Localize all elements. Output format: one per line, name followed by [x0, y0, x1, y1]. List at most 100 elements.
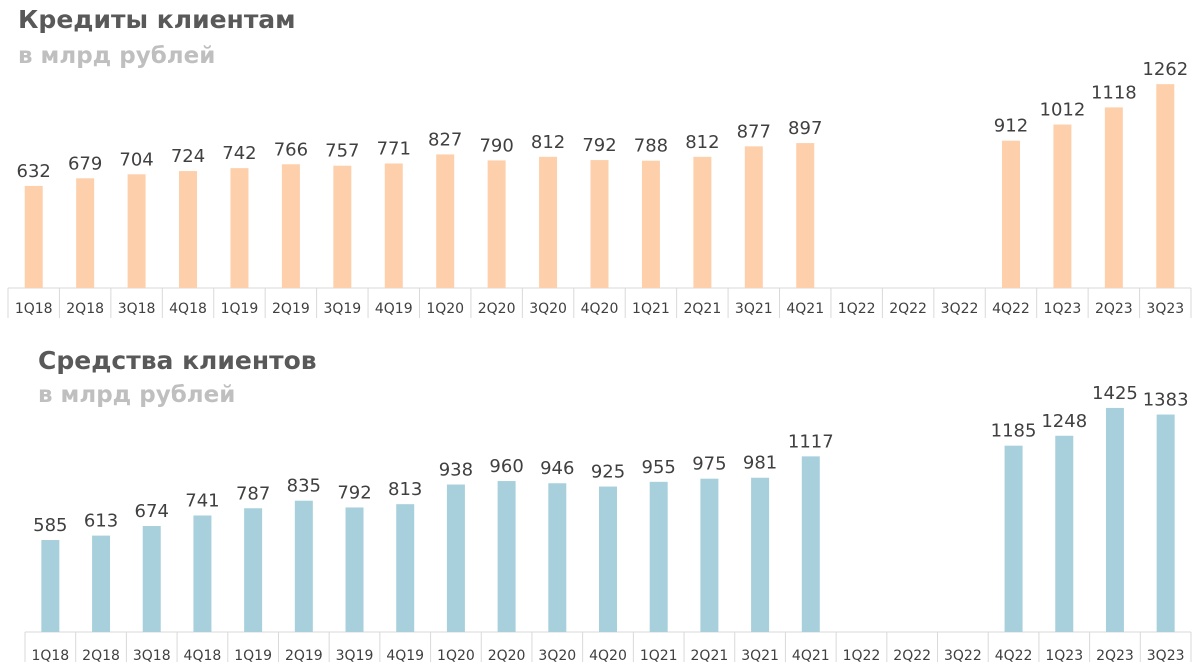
tick-label-1Q19: 1Q19: [234, 648, 272, 664]
tick-label-3Q18: 3Q18: [133, 648, 171, 664]
tick-label-2Q22: 2Q22: [889, 301, 927, 317]
tick-label-1Q20: 1Q20: [426, 301, 464, 317]
bar-2Q20: [497, 481, 516, 632]
tick-label-3Q21: 3Q21: [741, 648, 779, 664]
tick-label-2Q21: 2Q21: [683, 301, 721, 317]
tick-label-1Q22: 1Q22: [838, 301, 876, 317]
bar-2Q18: [92, 535, 111, 632]
data-label-1Q20: 827: [428, 129, 462, 150]
tick-label-2Q18: 2Q18: [82, 648, 120, 664]
bar-4Q18: [179, 171, 198, 288]
bar-2Q21: [693, 156, 712, 288]
tick-label-2Q21: 2Q21: [691, 648, 729, 664]
bar-4Q19: [384, 163, 403, 288]
data-label-4Q20: 792: [582, 135, 616, 156]
data-label-3Q23: 1383: [1143, 390, 1189, 411]
bar-3Q23: [1156, 84, 1175, 288]
chart-1-title: Кредиты клиентам: [18, 5, 296, 34]
bar-1Q21: [641, 160, 660, 288]
tick-label-1Q20: 1Q20: [437, 648, 475, 664]
bar-2Q18: [76, 178, 95, 288]
tick-label-2Q20: 2Q20: [488, 648, 526, 664]
data-label-2Q20: 960: [489, 456, 523, 477]
tick-label-2Q19: 2Q19: [272, 301, 310, 317]
bar-1Q18: [41, 540, 60, 632]
tick-label-4Q19: 4Q19: [386, 648, 424, 664]
data-label-1Q23: 1012: [1040, 100, 1086, 121]
data-label-3Q20: 946: [540, 458, 574, 479]
data-label-4Q19: 813: [388, 479, 422, 500]
data-label-4Q20: 925: [591, 462, 625, 483]
data-label-2Q18: 679: [68, 153, 102, 174]
bar-4Q21: [796, 143, 815, 288]
bar-1Q20: [446, 484, 465, 632]
data-label-1Q23: 1248: [1041, 411, 1087, 432]
bar-1Q20: [436, 154, 455, 288]
data-label-2Q20: 790: [479, 135, 513, 156]
bar-1Q18: [24, 185, 43, 288]
tick-label-4Q20: 4Q20: [581, 301, 619, 317]
tick-label-4Q20: 4Q20: [589, 648, 627, 664]
bar-4Q22: [1004, 445, 1023, 632]
bar-4Q20: [599, 486, 617, 632]
tick-label-4Q21: 4Q21: [786, 301, 824, 317]
tick-label-1Q18: 1Q18: [15, 301, 53, 317]
bar-3Q18: [142, 526, 161, 632]
bar-1Q19: [244, 508, 263, 632]
loans-bar-chart: 632 1Q18 679 2Q18 704 3Q18 724 4Q18 742 1Q19 766 2Q…: [7, 59, 1192, 318]
bar-2Q23: [1104, 107, 1123, 289]
data-label-3Q21: 877: [737, 121, 771, 142]
tick-label-4Q21: 4Q21: [792, 648, 830, 664]
data-label-1Q21: 955: [642, 457, 676, 478]
bar-3Q23: [1156, 414, 1175, 632]
data-label-3Q19: 757: [325, 141, 359, 162]
chart-2-title: Средства клиентов: [38, 346, 317, 375]
bar-2Q19: [281, 164, 300, 288]
bar-1Q21: [649, 481, 668, 632]
tick-label-3Q19: 3Q19: [336, 648, 374, 664]
data-label-3Q21: 981: [743, 453, 777, 474]
bar-2Q19: [294, 500, 313, 632]
tick-label-1Q23: 1Q23: [1045, 648, 1083, 664]
bar-1Q19: [230, 168, 249, 288]
bar-4Q20: [590, 160, 609, 288]
tick-label-2Q19: 2Q19: [285, 648, 323, 664]
data-label-1Q21: 788: [634, 136, 668, 157]
tick-label-1Q23: 1Q23: [1044, 301, 1082, 317]
data-label-2Q21: 975: [692, 454, 726, 475]
data-label-4Q19: 771: [377, 138, 411, 159]
data-label-4Q21: 1117: [788, 431, 834, 452]
bar-3Q19: [345, 507, 364, 632]
bar-3Q18: [127, 174, 146, 288]
tick-label-3Q20: 3Q20: [529, 301, 567, 317]
tick-label-3Q22: 3Q22: [944, 648, 982, 664]
tick-label-3Q18: 3Q18: [118, 301, 156, 317]
data-label-4Q22: 1185: [991, 421, 1037, 442]
tick-label-1Q19: 1Q19: [221, 301, 259, 317]
data-label-1Q19: 742: [222, 143, 256, 164]
data-label-3Q20: 812: [531, 132, 565, 153]
tick-label-3Q23: 3Q23: [1147, 648, 1185, 664]
tick-label-3Q21: 3Q21: [735, 301, 773, 317]
bar-4Q18: [193, 515, 212, 632]
bar-3Q21: [744, 146, 763, 288]
data-label-3Q23: 1262: [1142, 59, 1188, 80]
bar-4Q21: [801, 456, 820, 632]
data-label-4Q22: 912: [994, 116, 1028, 137]
tick-label-1Q18: 1Q18: [31, 648, 69, 664]
data-label-1Q18: 585: [33, 515, 67, 536]
data-label-2Q18: 613: [84, 511, 118, 532]
tick-label-2Q18: 2Q18: [66, 301, 104, 317]
tick-label-4Q18: 4Q18: [169, 301, 207, 317]
data-label-4Q18: 741: [185, 490, 219, 511]
tick-label-2Q20: 2Q20: [478, 301, 516, 317]
data-label-2Q23: 1425: [1092, 383, 1138, 404]
bar-2Q23: [1105, 407, 1124, 632]
bar-1Q23: [1053, 124, 1072, 289]
tick-label-4Q22: 4Q22: [992, 301, 1030, 317]
bar-4Q22: [1001, 140, 1020, 288]
bar-2Q20: [487, 160, 506, 288]
chart-1-subtitle: в млрд рублей: [18, 43, 216, 69]
tick-label-3Q23: 3Q23: [1146, 301, 1184, 317]
